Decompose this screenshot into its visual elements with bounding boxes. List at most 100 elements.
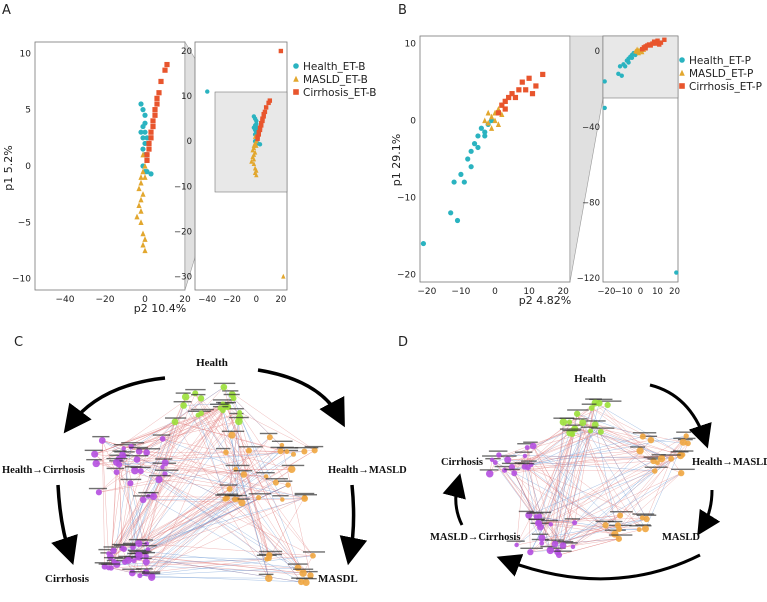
d-node-label-glyph [488,450,508,452]
c-node-label-glyph [129,571,145,573]
c-edge [151,451,281,577]
c-node-label-glyph [92,435,110,438]
d-node [678,469,685,477]
c-node-label-glyph [114,544,136,546]
panel-b-inset-point-2-10 [648,43,653,48]
d-node [654,460,660,466]
d-node-label-glyph [581,403,597,405]
c-node [197,395,205,402]
d-node [639,433,646,440]
c-edge [102,440,109,554]
d-node [489,457,495,463]
d-node [588,428,594,434]
c-node-label-glyph [294,446,319,449]
panel-a-point-1-8 [142,236,148,242]
c-node [135,447,143,455]
d-node-label-glyph [580,426,598,428]
panel-c-arrow-health-to-masld-path [257,368,345,428]
c-edge [225,452,292,470]
c-edge [113,496,154,551]
c-node [277,448,284,455]
panel-a-point-0-1 [140,107,146,113]
panel-b-inset-point-2-13 [643,46,648,51]
panel-d: D Health Health→MASLD Cirrhosis MASLD→Ci… [398,335,767,581]
d-edge [504,435,687,471]
panel-b-legend-item: Cirrhosis_ET-P [689,81,762,93]
d-edge [539,455,681,517]
c-edge [128,421,240,561]
c-node-label-glyph [122,568,142,570]
c-node [181,393,190,401]
panel-a-point-2-5 [154,95,160,101]
c-node [124,556,132,564]
c-edge [130,483,147,557]
c-node-label-glyph [212,399,234,401]
panel-a-point-0-5 [144,135,150,141]
c-edge [131,446,289,486]
panel-a-point-0-0 [138,101,144,107]
c-edge [165,412,240,463]
panel-c-arrow-to-masdl [339,484,368,566]
d-node-label-glyph [547,547,566,549]
c-edge [108,473,166,568]
d-edge [530,432,571,466]
panel-a-xtick: 0 [142,295,148,305]
d-node [617,512,624,519]
panel-a-point-1-7 [140,230,146,237]
c-node-label-glyph [129,550,152,553]
panel-d-label-masld: MASLD [662,532,700,543]
panel-b-point-0-13 [451,179,457,185]
panel-a-point-2-4 [152,107,158,113]
panel-a-ytick: −10 [12,275,31,285]
panel-a-inset-point-2-12 [262,109,268,115]
d-edge [530,458,672,553]
d-node-label-glyph [673,450,694,452]
panel-b-inset-point-0-13 [617,64,623,69]
c-node-label-glyph [259,432,278,435]
d-node [636,527,642,533]
c-node-label-glyph [272,495,289,497]
panel-b-point-0-8 [475,133,481,139]
panel-a-point-0-12 [144,169,150,175]
panel-a-legend-key-2 [293,89,299,95]
panel-b-point-0-16 [482,133,488,139]
panel-a-inset-ytick: 20 [181,47,192,57]
d-edge [527,431,601,468]
d-node [514,542,519,548]
c-node [131,558,137,564]
d-node [485,469,494,478]
panel-a-inset-point-2-2 [257,125,263,130]
panel-b-point-0-0 [420,240,427,247]
panel-b-point-0-1 [448,210,454,216]
panel-a-point-2-0 [144,152,150,158]
c-node [135,551,143,559]
panel-a-legend-key-0 [293,63,299,69]
panel-b-point-0-5 [465,156,471,162]
d-edge [572,525,606,547]
c-node [256,494,262,501]
c-edge [133,450,315,561]
panel-c-label-masdl: MASDL [318,573,358,585]
d-node-label-glyph [647,458,663,460]
panel-a-point-2-15 [154,101,160,107]
c-edge [108,406,229,554]
panel-b-point-2-7 [526,75,532,81]
panel-b-inset-point-0-1 [616,71,621,77]
c-node-label-glyph [136,557,152,559]
c-edge [229,412,240,489]
panel-b-point-0-15 [475,144,481,151]
panel-b-point-1-10 [485,119,491,126]
panel-a-point-0-15 [138,129,144,135]
d-edge [550,439,652,551]
d-edge [516,455,526,545]
c-edge [98,398,234,493]
panel-b-inset-point-2-9 [662,37,667,42]
c-node [91,450,99,458]
c-node [232,496,238,503]
c-node-label-glyph [94,562,118,564]
panel-a-point-1-6 [138,219,144,225]
panel-a: A −40 −20 0 20 10 5 0 −5 −10 −40 −20 0 20 20 10 0 −10 −2… [2,3,376,315]
panel-c-arrow-health-to-cirrhosis-path [63,376,166,434]
c-node-label-glyph [175,392,191,394]
